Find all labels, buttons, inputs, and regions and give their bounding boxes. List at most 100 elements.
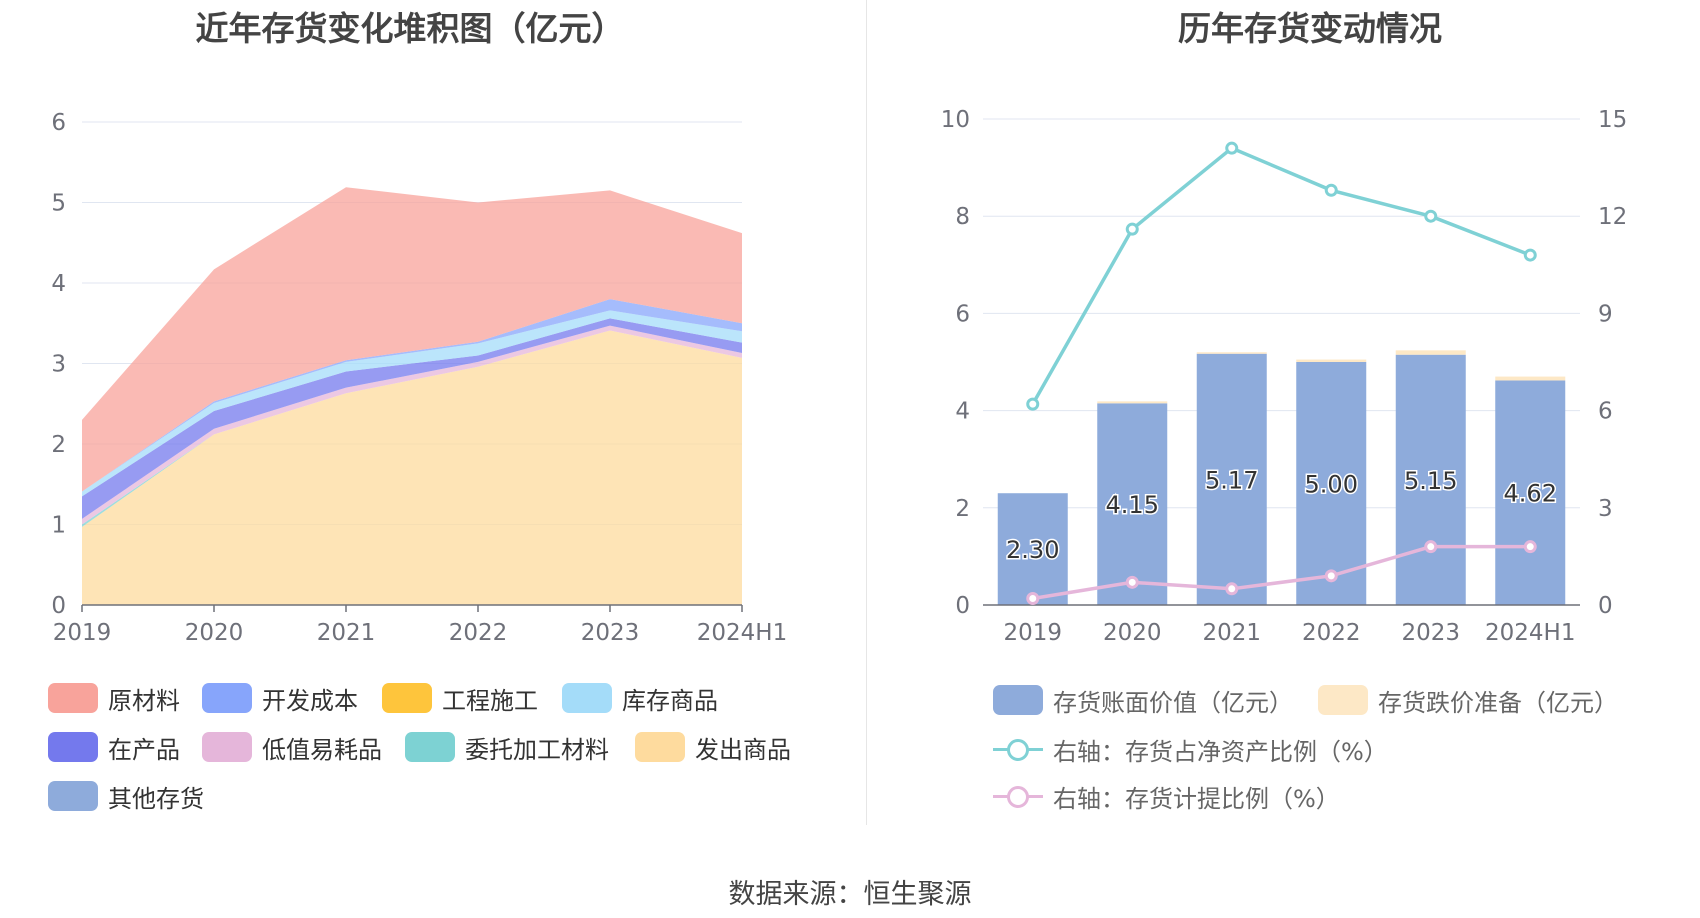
legend-swatch bbox=[1318, 685, 1368, 715]
right-y2-tick-label: 15 bbox=[1598, 107, 1627, 133]
left-chart-title: 近年存货变化堆积图（亿元） bbox=[195, 9, 625, 48]
right-y2-tick-label: 0 bbox=[1598, 593, 1613, 619]
point-右轴：存货计提比例（%） bbox=[1225, 582, 1239, 596]
right-y2-tick-label: 6 bbox=[1598, 399, 1613, 425]
legend-label: 其他存货 bbox=[108, 784, 204, 813]
left-y-tick-label: 5 bbox=[51, 191, 66, 217]
right-y-tick-label: 10 bbox=[941, 107, 970, 133]
legend-swatch bbox=[48, 781, 98, 811]
right-y2-tick-label: 3 bbox=[1598, 496, 1613, 522]
bar-存货账面价值（亿元） bbox=[1395, 354, 1466, 605]
right-y2-tick-label: 9 bbox=[1598, 301, 1613, 327]
point-右轴：存货占净资产比例（%） bbox=[1026, 397, 1040, 411]
legend-item-低值易耗品[interactable]: 低值易耗品 bbox=[202, 731, 382, 764]
legend-swatch bbox=[48, 732, 98, 762]
legend-label: 低值易耗品 bbox=[262, 735, 382, 764]
legend-swatch bbox=[405, 732, 455, 762]
legend-label: 库存商品 bbox=[622, 686, 718, 715]
left-y-tick-label: 3 bbox=[51, 352, 66, 378]
point-右轴：存货计提比例（%） bbox=[1424, 540, 1438, 554]
legend-label: 存货跌价准备（亿元） bbox=[1378, 688, 1618, 717]
left-x-tick-label: 2021 bbox=[317, 620, 376, 646]
legend-label: 发出商品 bbox=[695, 735, 791, 764]
bar-value-label: 4.15 bbox=[1106, 491, 1159, 519]
bar-存货账面价值（亿元） bbox=[1097, 403, 1168, 605]
bar-存货账面价值（亿元） bbox=[1296, 362, 1367, 605]
bar-存货跌价准备（亿元） bbox=[1097, 401, 1168, 404]
right-y-tick-label: 8 bbox=[955, 204, 970, 230]
legend-label: 右轴：存货计提比例（%） bbox=[1053, 784, 1340, 813]
legend-label: 工程施工 bbox=[442, 686, 538, 715]
bar-value-label: 5.17 bbox=[1205, 466, 1258, 494]
legend-item-库存商品[interactable]: 库存商品 bbox=[562, 682, 718, 715]
bar-存货跌价准备（亿元） bbox=[1495, 376, 1566, 381]
area-series-原材料 bbox=[82, 187, 742, 492]
line-右轴：存货占净资产比例（%） bbox=[1031, 146, 1531, 405]
bar-存货账面价值（亿元） bbox=[1196, 353, 1267, 605]
point-右轴：存货占净资产比例（%） bbox=[1125, 222, 1139, 236]
legend-item-开发成本[interactable]: 开发成本 bbox=[202, 682, 358, 715]
right-x-tick-label: 2024H1 bbox=[1485, 620, 1575, 646]
right-y-tick-label: 6 bbox=[955, 301, 970, 327]
bar-value-label: 2.30 bbox=[1006, 536, 1059, 564]
point-右轴：存货计提比例（%） bbox=[1026, 592, 1040, 606]
legend-label: 右轴：存货占净资产比例（%） bbox=[1053, 737, 1388, 766]
legend-item-其他存货[interactable]: 其他存货 bbox=[48, 780, 204, 813]
bar-value-label: 5.15 bbox=[1404, 467, 1457, 495]
legend-item-工程施工[interactable]: 工程施工 bbox=[382, 682, 538, 715]
point-右轴：存货计提比例（%） bbox=[1125, 575, 1139, 589]
left-y-tick-label: 6 bbox=[51, 110, 66, 136]
legend-swatch bbox=[48, 683, 98, 713]
left-x-tick-label: 2024H1 bbox=[697, 620, 787, 646]
legend-swatch bbox=[993, 781, 1043, 811]
legend-swatch bbox=[202, 732, 252, 762]
legend-item-发出商品[interactable]: 发出商品 bbox=[635, 731, 791, 764]
point-右轴：存货计提比例（%） bbox=[1523, 540, 1537, 554]
legend-item-在产品[interactable]: 在产品 bbox=[48, 731, 180, 764]
right-y-tick-label: 4 bbox=[955, 399, 970, 425]
right-x-tick-label: 2022 bbox=[1302, 620, 1361, 646]
line-右轴：存货计提比例（%） bbox=[1032, 544, 1531, 601]
right-x-tick-label: 2020 bbox=[1103, 620, 1162, 646]
right-y2-tick-label: 12 bbox=[1598, 204, 1627, 230]
legend-swatch bbox=[382, 683, 432, 713]
right-x-tick-label: 2019 bbox=[1003, 620, 1062, 646]
area-series-在产品 bbox=[82, 318, 742, 519]
area-series-发出商品 bbox=[82, 330, 742, 605]
legend-label: 原材料 bbox=[108, 686, 180, 715]
data-source: 数据来源：恒生聚源 bbox=[728, 879, 972, 910]
point-右轴：存货占净资产比例（%） bbox=[1324, 183, 1338, 197]
left-y-tick-label: 1 bbox=[51, 513, 66, 539]
legend-swatch bbox=[562, 683, 612, 713]
legend-swatch bbox=[635, 732, 685, 762]
right-y-tick-label: 2 bbox=[955, 496, 970, 522]
point-右轴：存货占净资产比例（%） bbox=[1424, 209, 1438, 223]
legend-label: 开发成本 bbox=[262, 686, 358, 715]
bar-存货跌价准备（亿元） bbox=[1296, 359, 1367, 362]
right-y-tick-label: 0 bbox=[955, 593, 970, 619]
right-x-tick-label: 2023 bbox=[1401, 620, 1460, 646]
left-x-tick-label: 2020 bbox=[185, 620, 244, 646]
bar-存货跌价准备（亿元） bbox=[1196, 352, 1267, 354]
legend-item-原材料[interactable]: 原材料 bbox=[48, 682, 180, 715]
point-右轴：存货占净资产比例（%） bbox=[1523, 248, 1537, 262]
legend-swatch bbox=[993, 685, 1043, 715]
legend-item-右轴：存货占净资产比例（%）[interactable]: 右轴：存货占净资产比例（%） bbox=[993, 733, 1388, 766]
left-y-tick-label: 4 bbox=[51, 271, 66, 297]
legend-item-委托加工材料[interactable]: 委托加工材料 bbox=[405, 731, 609, 764]
left-y-tick-label: 2 bbox=[51, 432, 66, 458]
legend-label: 在产品 bbox=[108, 735, 180, 764]
legend-swatch bbox=[202, 683, 252, 713]
legend-item-存货账面价值（亿元）[interactable]: 存货账面价值（亿元） bbox=[993, 684, 1293, 717]
left-x-tick-label: 2019 bbox=[53, 620, 112, 646]
legend-label: 存货账面价值（亿元） bbox=[1053, 688, 1293, 717]
left-y-tick-label: 0 bbox=[51, 593, 66, 619]
legend-item-右轴：存货计提比例（%）[interactable]: 右轴：存货计提比例（%） bbox=[993, 780, 1340, 813]
right-x-tick-label: 2021 bbox=[1202, 620, 1261, 646]
legend-item-存货跌价准备（亿元）[interactable]: 存货跌价准备（亿元） bbox=[1318, 684, 1618, 717]
bar-存货账面价值（亿元） bbox=[997, 493, 1068, 605]
legend-swatch bbox=[993, 734, 1043, 764]
bar-value-label: 5.00 bbox=[1305, 471, 1358, 499]
bar-value-label: 4.62 bbox=[1504, 480, 1557, 508]
